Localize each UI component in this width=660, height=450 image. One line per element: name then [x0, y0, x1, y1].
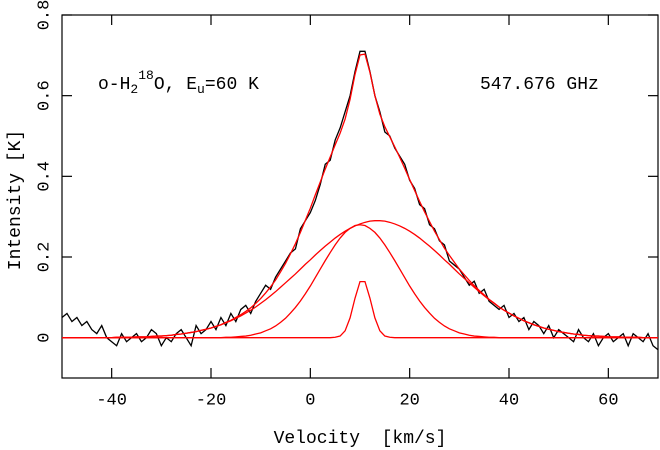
y-tick-label: 0 [35, 333, 54, 343]
frequency-label: 547.676 GHz [480, 75, 599, 95]
x-axis-label: Velocity [km/s] [274, 429, 447, 449]
x-tick-label: 0 [305, 391, 315, 410]
y-tick-label: 0.6 [35, 80, 54, 111]
species-label: o-H218O, Eu=60 K [98, 68, 259, 97]
x-tick-label: 40 [499, 391, 519, 410]
x-tick-label: -40 [96, 391, 127, 410]
y-tick-label: 0.2 [35, 242, 54, 273]
x-tick-label: 60 [598, 391, 618, 410]
species-part: o-H [98, 75, 130, 95]
fit-line [62, 280, 658, 339]
x-tick-label: 20 [399, 391, 419, 410]
y-tick-label: 0.4 [35, 161, 54, 192]
x-tick-label: -20 [196, 391, 227, 410]
y-tick-label: 0.8 [35, 0, 54, 30]
species-part: =60 K [205, 75, 259, 95]
species-subscript: 2 [130, 82, 138, 97]
species-superscript: 18 [138, 68, 154, 83]
fit-line [62, 220, 658, 339]
species-subscript: u [197, 82, 205, 97]
plot-frame [61, 14, 659, 379]
y-axis-label: Intensity [K] [6, 130, 26, 270]
species-part: O, E [154, 75, 197, 95]
fit-line [62, 53, 658, 339]
spectrum-line [62, 50, 658, 351]
